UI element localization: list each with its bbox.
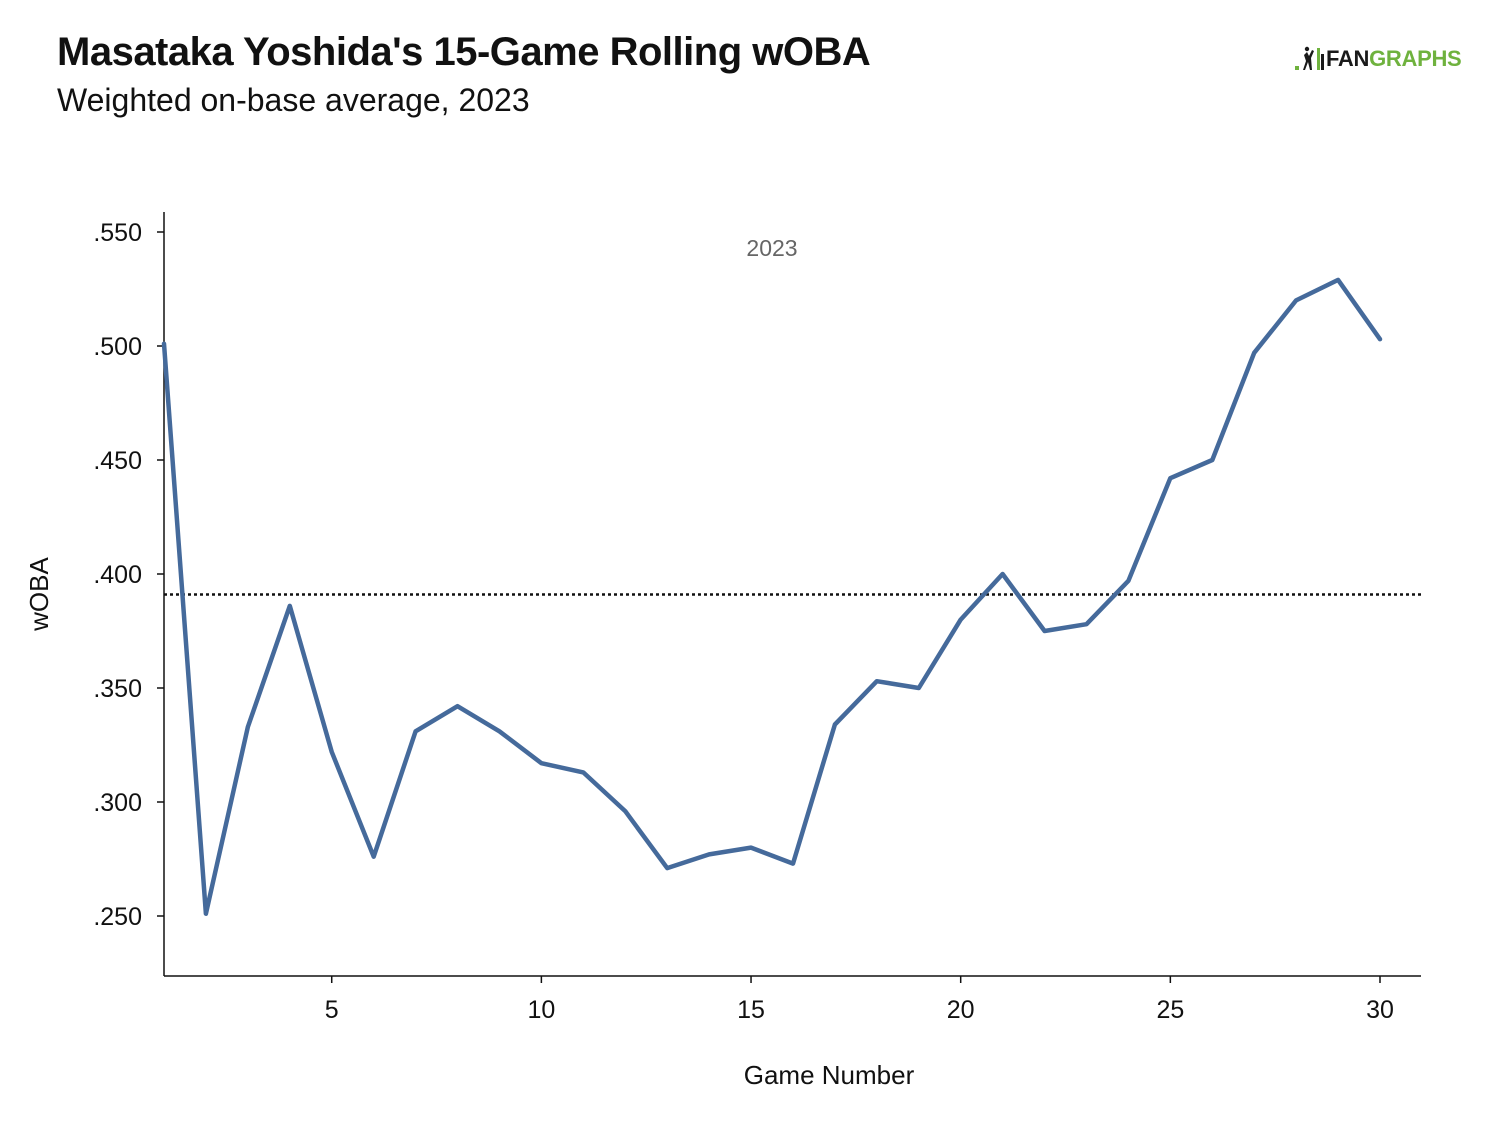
data-point <box>540 762 542 764</box>
x-tick-label: 30 <box>1366 996 1394 1024</box>
y-tick-label: .450 <box>93 447 142 475</box>
x-tick-label: 20 <box>947 996 975 1024</box>
y-axis-label: wOBA <box>24 557 54 632</box>
year-annotation: 2023 <box>746 235 797 261</box>
data-point <box>1002 573 1004 575</box>
y-tick-label: .400 <box>93 561 142 589</box>
x-tick-label: 5 <box>325 996 339 1024</box>
series-group <box>161 277 1383 916</box>
data-point <box>918 687 920 689</box>
data-point <box>1127 580 1129 582</box>
woba-series-line <box>161 277 1383 916</box>
data-point <box>415 730 417 732</box>
data-point <box>1044 630 1046 632</box>
x-tick-label: 15 <box>737 996 765 1024</box>
data-point <box>834 723 836 725</box>
y-tick-label: .350 <box>93 675 142 703</box>
data-point <box>1169 477 1171 479</box>
logo-graphs-text: GRAPHS <box>1369 46 1462 71</box>
x-tick-label: 25 <box>1156 996 1184 1024</box>
y-tick-label: .500 <box>93 333 142 361</box>
logo-fan-text: FAN <box>1326 46 1370 71</box>
data-point <box>247 726 249 728</box>
x-tick-label: 10 <box>527 996 555 1024</box>
data-point <box>792 863 794 865</box>
axes <box>157 212 1421 983</box>
data-point <box>666 867 668 869</box>
data-point <box>1211 459 1213 461</box>
data-point <box>163 343 165 345</box>
x-axis-label: Game Number <box>744 1060 915 1090</box>
data-point <box>624 810 626 812</box>
fangraphs-batter-icon <box>1294 46 1324 72</box>
data-point <box>1295 299 1297 301</box>
data-point <box>205 913 207 915</box>
data-point <box>1379 338 1381 340</box>
data-point <box>750 847 752 849</box>
data-point <box>1085 623 1087 625</box>
data-point <box>289 605 291 607</box>
data-point <box>960 619 962 621</box>
fangraphs-logo: FAN GRAPHS <box>1294 46 1462 72</box>
chart-title: Masataka Yoshida's 15-Game Rolling wOBA <box>57 30 871 74</box>
data-point <box>708 853 710 855</box>
y-tick-label: .300 <box>93 789 142 817</box>
data-point <box>331 751 333 753</box>
y-tick-label: .550 <box>93 219 142 247</box>
data-point <box>457 705 459 707</box>
y-tick-label: .250 <box>93 903 142 931</box>
data-point <box>1337 279 1339 281</box>
data-point <box>373 856 375 858</box>
data-point <box>1253 352 1255 354</box>
chart-subtitle: Weighted on-base average, 2023 <box>57 82 530 118</box>
data-point <box>498 730 500 732</box>
labels-group: .250 .300 .350 .400 .450 .500 .550 5 10 15 20 25 30 G… <box>24 219 1394 1090</box>
data-point <box>582 771 584 773</box>
data-point <box>876 680 878 682</box>
